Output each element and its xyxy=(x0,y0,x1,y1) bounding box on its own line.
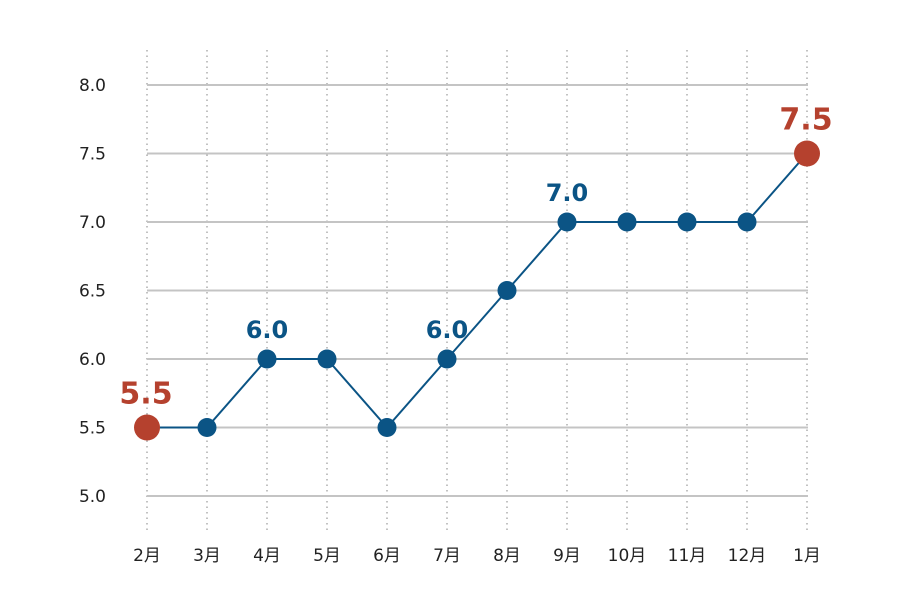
axes: 5.0 5.5 6.0 6.5 7.0 7.5 8.0 2月 3月 4月 5月 6月 7月 8月 9月 10月… xyxy=(79,76,821,566)
series-blue xyxy=(134,140,820,441)
data-point xyxy=(617,212,637,232)
data-label: 6.0 xyxy=(246,316,289,344)
data-labels: 5.5 6.0 6.0 7.0 7.5 xyxy=(119,103,832,412)
grid xyxy=(146,50,808,530)
data-point xyxy=(437,349,457,369)
y-tick-label: 6.5 xyxy=(79,282,106,302)
data-label: 6.0 xyxy=(426,316,469,344)
data-point xyxy=(257,349,277,369)
y-tick-label: 6.0 xyxy=(79,350,106,370)
data-point xyxy=(197,418,217,437)
y-tick-label: 8.0 xyxy=(79,76,106,96)
data-label: 5.5 xyxy=(119,377,172,412)
x-tick-label: 8月 xyxy=(493,546,521,566)
x-tick-label: 11月 xyxy=(668,546,707,566)
x-tick-label: 3月 xyxy=(193,546,221,566)
data-point xyxy=(377,418,397,437)
highlight-point xyxy=(794,140,820,167)
x-tick-label: 6月 xyxy=(373,546,401,566)
x-tick-label: 5月 xyxy=(313,546,341,566)
x-tick-label: 10月 xyxy=(608,546,647,566)
x-tick-label: 12月 xyxy=(728,546,767,566)
y-tick-label: 5.0 xyxy=(79,487,106,507)
x-tick-label: 4月 xyxy=(253,546,281,566)
series-line xyxy=(147,152,808,430)
data-label: 7.0 xyxy=(546,179,589,207)
y-tick-label: 7.5 xyxy=(79,145,106,165)
x-tick-label: 1月 xyxy=(793,546,821,566)
data-label: 7.5 xyxy=(779,103,832,138)
x-tick-label: 2月 xyxy=(133,546,161,566)
data-point xyxy=(737,212,757,232)
data-point xyxy=(677,212,697,232)
data-point xyxy=(557,212,577,232)
y-tick-label: 5.5 xyxy=(79,419,106,439)
x-tick-label: 9月 xyxy=(553,546,581,566)
y-tick-label: 7.0 xyxy=(79,213,106,233)
data-point xyxy=(497,281,517,300)
data-point xyxy=(317,349,337,369)
x-tick-label: 7月 xyxy=(433,546,461,566)
highlight-point xyxy=(134,414,160,441)
